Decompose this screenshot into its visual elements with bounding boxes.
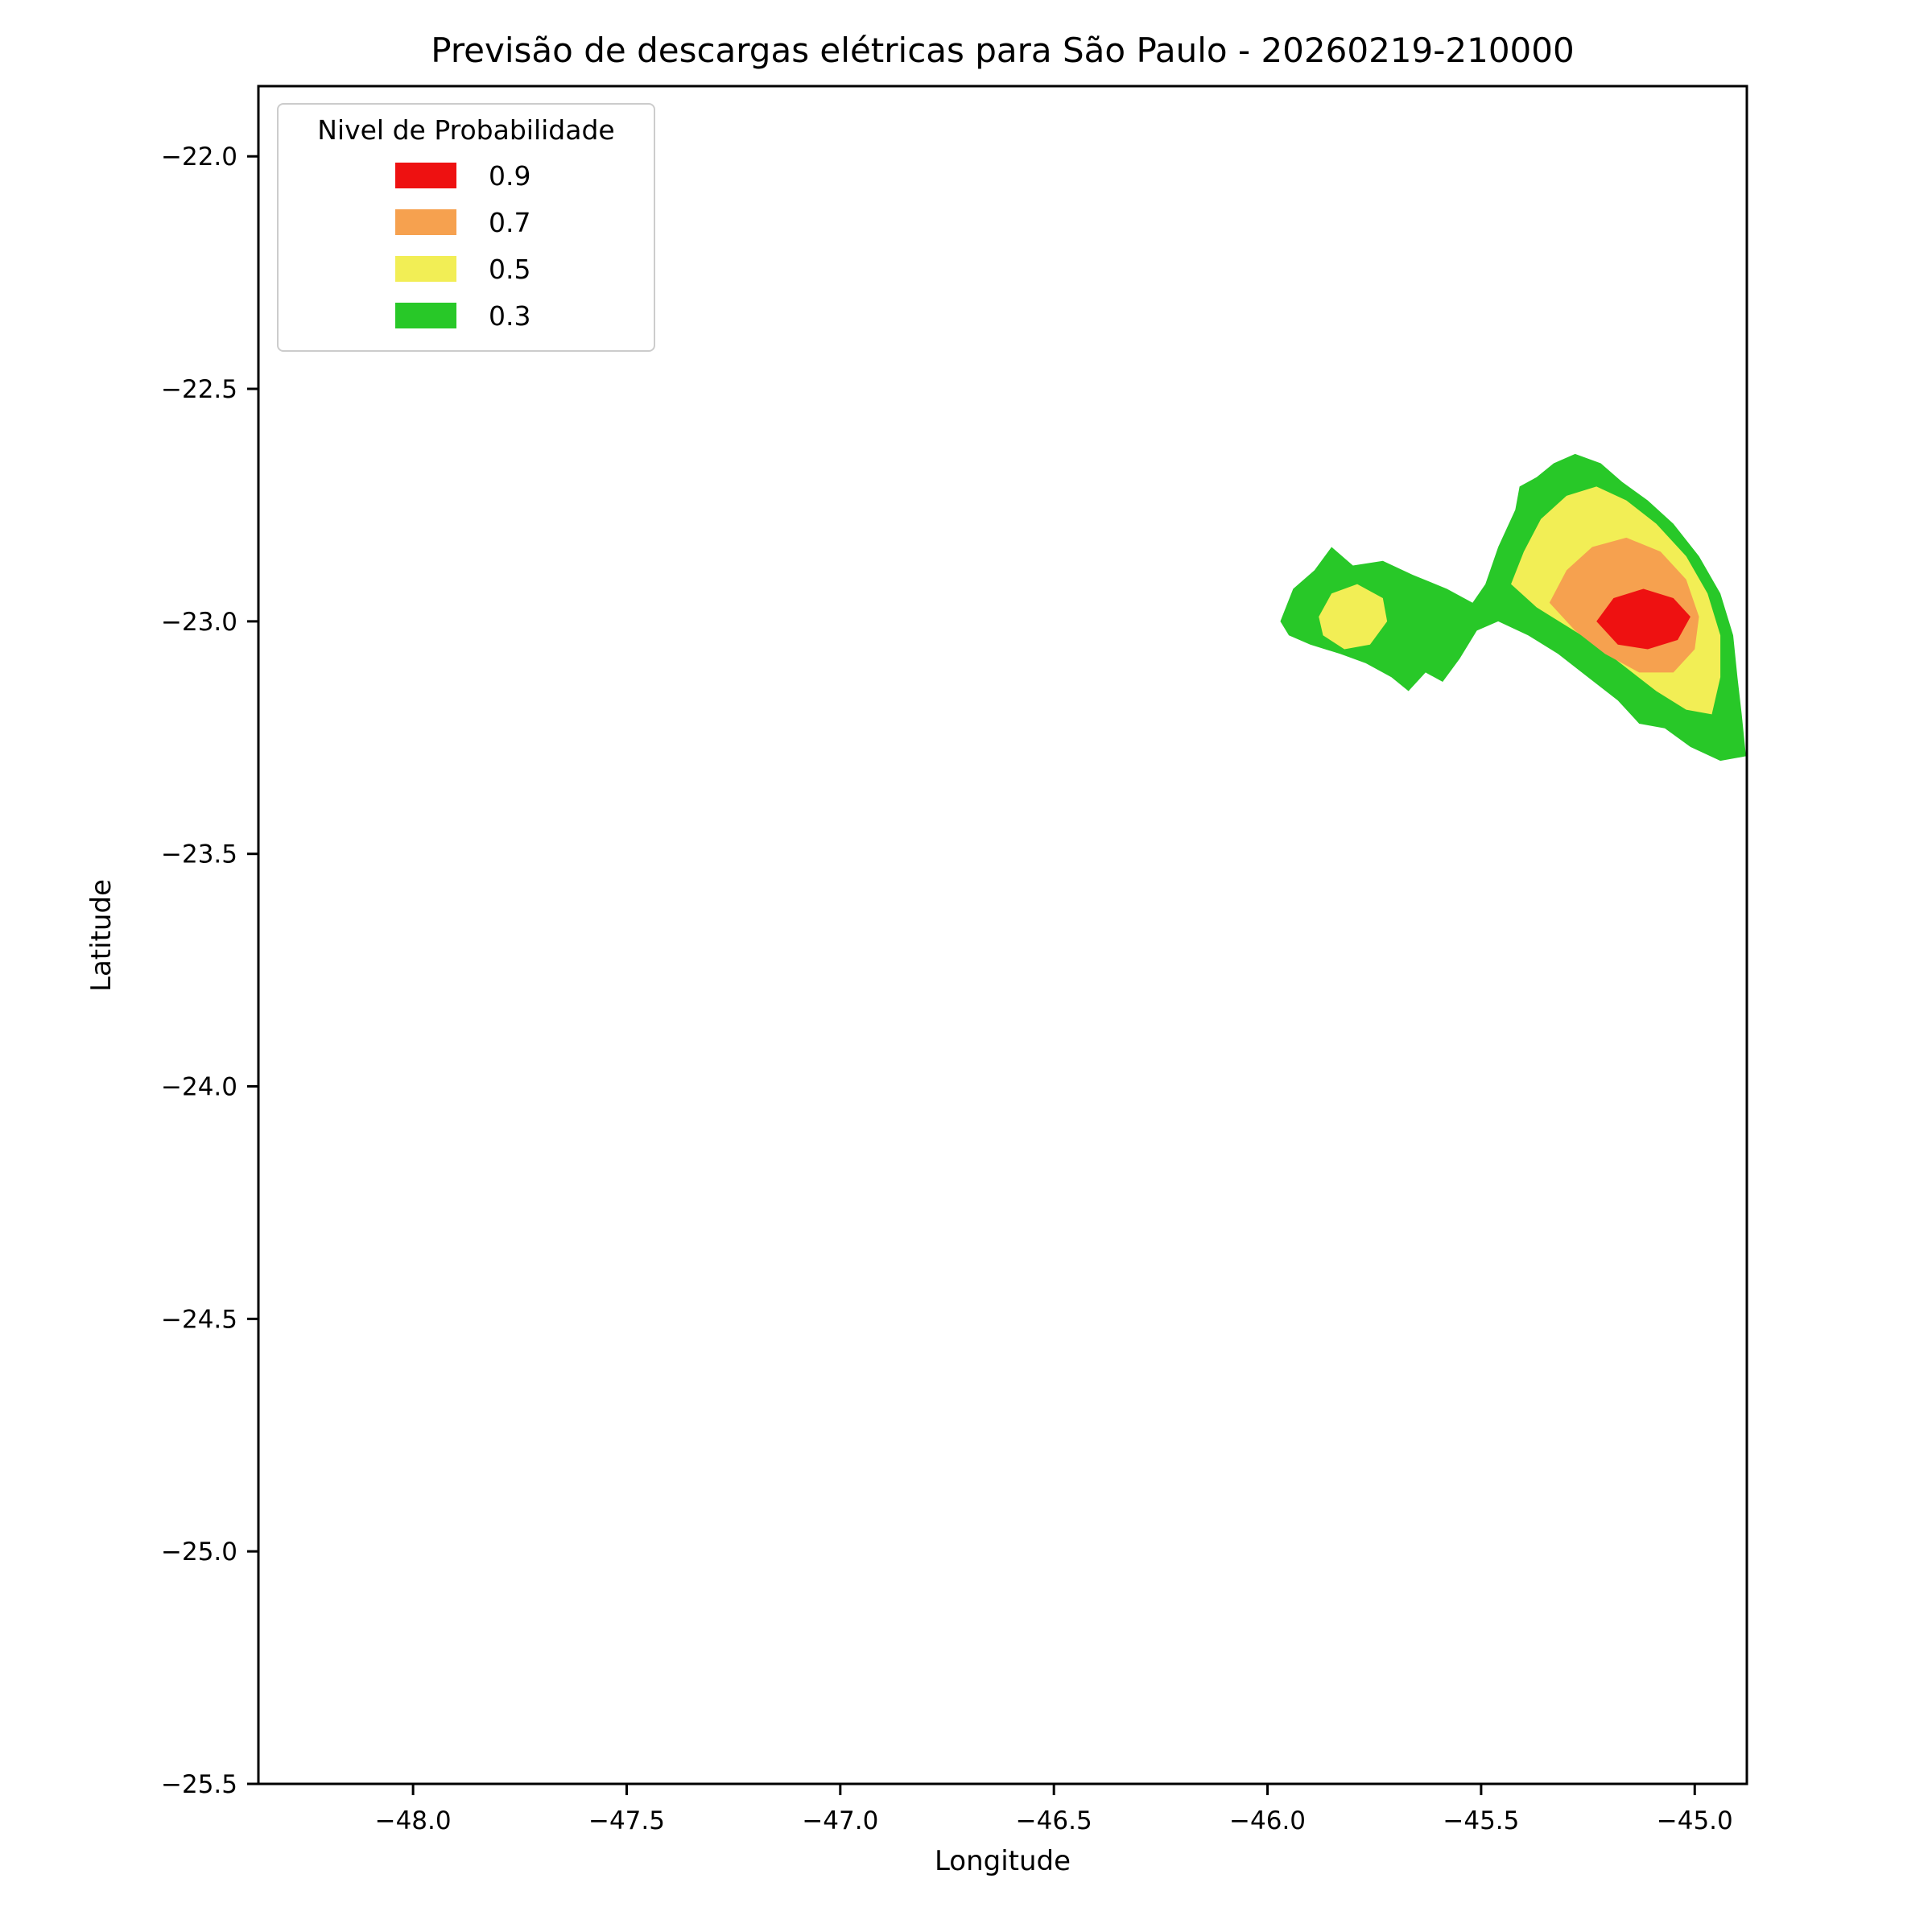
legend-entry: 0.3 bbox=[287, 292, 646, 339]
y-tick-label: −22.5 bbox=[161, 375, 237, 404]
x-tick-label: −46.5 bbox=[1016, 1806, 1092, 1835]
x-tick-label: −45.5 bbox=[1443, 1806, 1519, 1835]
y-tick-label: −24.5 bbox=[161, 1305, 237, 1334]
legend-label: 0.5 bbox=[489, 253, 531, 285]
legend-entry: 0.9 bbox=[287, 152, 646, 199]
legend-title: Nivel de Probabilidade bbox=[317, 114, 615, 146]
legend-swatch-icon bbox=[395, 163, 456, 188]
legend-label: 0.7 bbox=[489, 206, 531, 238]
legend-entries: 0.9 0.7 0.5 0.3 bbox=[287, 152, 646, 339]
x-tick-label: −47.0 bbox=[802, 1806, 878, 1835]
legend-label: 0.9 bbox=[489, 159, 531, 192]
y-tick-label: −25.0 bbox=[161, 1538, 237, 1567]
legend-swatch-icon bbox=[395, 209, 456, 235]
legend-label: 0.3 bbox=[489, 299, 531, 332]
y-tick-label: −25.5 bbox=[161, 1770, 237, 1799]
y-axis-label: Latitude bbox=[85, 879, 118, 992]
y-tick-label: −23.0 bbox=[161, 608, 237, 637]
legend-swatch-icon bbox=[395, 256, 456, 282]
contour-region-0.9 bbox=[1596, 588, 1690, 650]
y-tick-label: −24.0 bbox=[161, 1073, 237, 1102]
axes-border bbox=[257, 85, 1748, 1785]
legend-entry: 0.7 bbox=[287, 199, 646, 246]
x-tick-label: −45.0 bbox=[1657, 1806, 1733, 1835]
y-tick-label: −22.0 bbox=[161, 142, 237, 171]
contour-region-0.5 bbox=[1319, 584, 1388, 650]
legend: Nivel de Probabilidade 0.9 0.7 0.5 0.3 bbox=[277, 103, 655, 352]
y-tick-label: −23.5 bbox=[161, 840, 237, 869]
chart-title: Previsão de descargas elétricas para São… bbox=[431, 31, 1575, 70]
x-tick-label: −47.5 bbox=[588, 1806, 665, 1835]
x-tick-label: −48.0 bbox=[375, 1806, 452, 1835]
x-axis-label: Longitude bbox=[934, 1845, 1071, 1877]
legend-entry: 0.5 bbox=[287, 246, 646, 292]
legend-swatch-icon bbox=[395, 303, 456, 328]
x-tick-label: −46.0 bbox=[1229, 1806, 1306, 1835]
